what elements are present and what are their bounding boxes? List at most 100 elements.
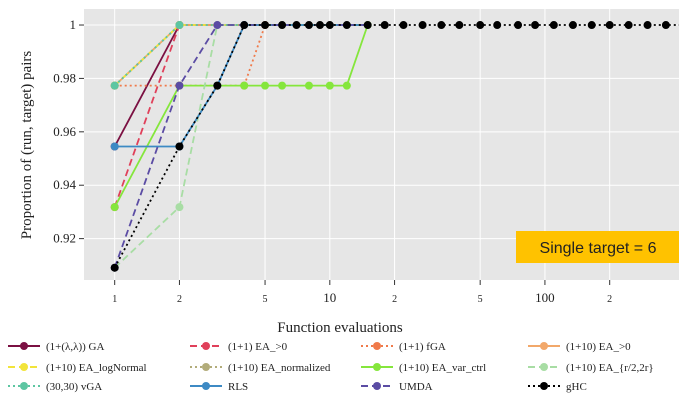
data-point bbox=[643, 21, 652, 30]
legend-swatch-marker bbox=[373, 382, 381, 390]
data-point bbox=[213, 21, 222, 30]
legend-swatch-marker bbox=[540, 382, 548, 390]
annotation-text: Single target = 6 bbox=[540, 240, 657, 257]
y-axis: 0.92 0.94 0.96 0.98 1 bbox=[53, 17, 84, 246]
data-point bbox=[175, 142, 184, 151]
legend-swatch-marker bbox=[20, 363, 28, 371]
legend-item[interactable]: (1+1) EA_>0 bbox=[190, 341, 288, 353]
x-tick-label: 5 bbox=[478, 294, 483, 305]
data-point bbox=[605, 21, 614, 30]
y-tick-label: 1 bbox=[70, 17, 77, 32]
legend-label: (1+10) EA_{r/2,2r} bbox=[566, 362, 654, 374]
legend-swatch-marker bbox=[540, 342, 548, 350]
data-point bbox=[418, 21, 427, 30]
data-point bbox=[278, 81, 287, 90]
data-point bbox=[531, 21, 540, 30]
data-point bbox=[261, 21, 270, 30]
x-tick-label: 5 bbox=[263, 294, 268, 305]
legend-swatch-marker bbox=[373, 363, 381, 371]
data-point bbox=[110, 263, 119, 272]
data-point bbox=[110, 81, 119, 90]
data-point bbox=[476, 21, 485, 30]
series-11 bbox=[110, 21, 679, 272]
legend-swatch-marker bbox=[202, 342, 210, 350]
series-8 bbox=[110, 21, 368, 90]
data-point bbox=[315, 21, 324, 30]
data-point bbox=[437, 21, 446, 30]
series-line bbox=[113, 24, 369, 208]
data-point bbox=[455, 21, 464, 30]
data-point bbox=[493, 21, 502, 30]
x-tick-label: 10 bbox=[323, 290, 336, 305]
data-point bbox=[213, 81, 222, 90]
legend-label: (1+10) EA_logNormal bbox=[46, 362, 147, 374]
data-point bbox=[325, 21, 334, 30]
data-point bbox=[240, 21, 249, 30]
legend-item[interactable]: (1+1) fGA bbox=[361, 341, 446, 353]
y-tick-label: 0.94 bbox=[53, 177, 76, 192]
x-axis-title: Function evaluations bbox=[277, 320, 403, 336]
x-tick-label: 2 bbox=[177, 294, 182, 305]
y-tick-label: 0.96 bbox=[53, 124, 76, 139]
data-point bbox=[110, 142, 119, 151]
data-point bbox=[325, 81, 334, 90]
legend-item[interactable]: (1+(λ,λ)) GA bbox=[8, 341, 104, 353]
legend-swatch-marker bbox=[540, 363, 548, 371]
y-axis-title: Proportion of (run, target) pairs bbox=[19, 51, 35, 240]
legend-item[interactable]: UMDA bbox=[361, 381, 433, 393]
legend-label: (1+10) EA_>0 bbox=[566, 341, 631, 353]
data-point bbox=[261, 81, 270, 90]
data-point bbox=[549, 21, 558, 30]
grid bbox=[84, 9, 679, 280]
data-point bbox=[568, 21, 577, 30]
legend-swatch-marker bbox=[20, 382, 28, 390]
y-tick-label: 0.98 bbox=[53, 70, 76, 85]
legend-swatch-marker bbox=[20, 342, 28, 350]
data-point bbox=[342, 81, 351, 90]
data-point bbox=[380, 21, 389, 30]
data-point bbox=[587, 21, 596, 30]
x-tick-label: 1 bbox=[112, 294, 117, 305]
series-line bbox=[113, 24, 368, 269]
x-axis: 1 2 5 10 2 5 100 2 bbox=[112, 280, 612, 305]
data-point bbox=[292, 21, 301, 30]
legend-item[interactable]: (1+10) EA_{r/2,2r} bbox=[528, 362, 654, 374]
data-point bbox=[278, 21, 287, 30]
series-line bbox=[113, 24, 679, 269]
annotation: Single target = 6 bbox=[516, 231, 679, 263]
legend-item[interactable]: gHC bbox=[528, 381, 587, 393]
legend-item[interactable]: (1+10) EA_normalized bbox=[190, 362, 331, 374]
data-point bbox=[175, 203, 184, 212]
legend-swatch-marker bbox=[202, 363, 210, 371]
x-tick-label: 2 bbox=[392, 294, 397, 305]
legend-label: (1+10) EA_var_ctrl bbox=[399, 362, 486, 374]
series-layer bbox=[110, 21, 679, 272]
legend-item[interactable]: (1+10) EA_logNormal bbox=[8, 362, 147, 374]
legend-item[interactable]: (1+10) EA_var_ctrl bbox=[361, 362, 486, 374]
legend-label: (30,30) vGA bbox=[46, 381, 102, 393]
legend-item[interactable]: (1+10) EA_>0 bbox=[528, 341, 631, 353]
legend-label: (1+1) EA_>0 bbox=[228, 341, 288, 353]
x-tick-label: 2 bbox=[607, 294, 612, 305]
data-point bbox=[399, 21, 408, 30]
data-point bbox=[342, 21, 351, 30]
legend-label: (1+1) fGA bbox=[399, 341, 446, 353]
x-tick-label: 100 bbox=[535, 290, 555, 305]
legend-swatch-marker bbox=[373, 342, 381, 350]
data-point bbox=[624, 21, 633, 30]
legend-label: (1+10) EA_normalized bbox=[228, 362, 331, 374]
y-tick-label: 0.92 bbox=[53, 231, 76, 246]
data-point bbox=[175, 81, 184, 90]
legend[interactable]: (1+(λ,λ)) GA (1+1) EA_>0 (1+1) fGA (1+10) E… bbox=[8, 341, 654, 393]
legend-swatch-marker bbox=[202, 382, 210, 390]
data-point bbox=[514, 21, 523, 30]
legend-item[interactable]: (30,30) vGA bbox=[8, 381, 102, 393]
data-point bbox=[661, 21, 670, 30]
data-point bbox=[240, 81, 249, 90]
legend-item[interactable]: RLS bbox=[190, 381, 248, 393]
legend-label: UMDA bbox=[399, 381, 433, 393]
legend-label: RLS bbox=[228, 381, 248, 393]
data-point bbox=[304, 21, 313, 30]
data-point bbox=[175, 21, 184, 30]
